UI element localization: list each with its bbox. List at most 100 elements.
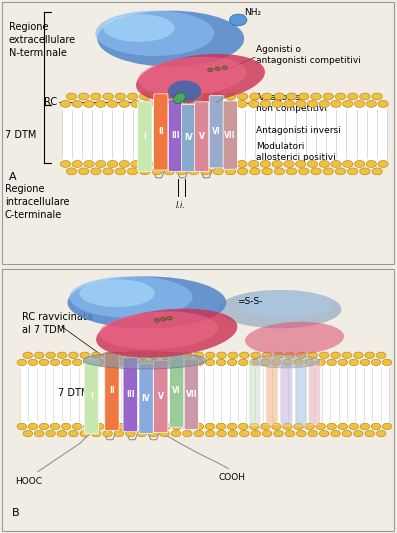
Circle shape (274, 431, 283, 437)
Circle shape (360, 423, 370, 430)
Circle shape (205, 352, 215, 358)
Circle shape (183, 423, 193, 430)
Circle shape (213, 168, 224, 175)
Text: III: III (171, 131, 180, 140)
Circle shape (285, 431, 295, 437)
Circle shape (319, 352, 329, 358)
Circle shape (176, 168, 187, 175)
Circle shape (172, 359, 181, 366)
Ellipse shape (96, 309, 237, 358)
Ellipse shape (218, 290, 341, 328)
Circle shape (286, 93, 297, 100)
Circle shape (272, 359, 281, 366)
Circle shape (143, 100, 153, 108)
Circle shape (140, 93, 150, 100)
Text: Antagonisti inversi: Antagonisti inversi (256, 126, 341, 135)
Circle shape (79, 168, 89, 175)
Circle shape (172, 423, 181, 430)
Ellipse shape (97, 11, 244, 67)
Circle shape (316, 359, 326, 366)
Circle shape (23, 431, 33, 437)
Circle shape (178, 100, 188, 108)
Circle shape (176, 93, 187, 100)
Text: II: II (158, 127, 164, 136)
Circle shape (128, 359, 137, 366)
Circle shape (72, 100, 83, 108)
Circle shape (382, 359, 392, 366)
Circle shape (183, 359, 193, 366)
Circle shape (297, 431, 306, 437)
Circle shape (140, 168, 150, 175)
Circle shape (272, 100, 282, 108)
Circle shape (50, 423, 60, 430)
Circle shape (103, 168, 113, 175)
Circle shape (189, 168, 199, 175)
Circle shape (331, 100, 341, 108)
Circle shape (183, 431, 192, 437)
Text: HOOC: HOOC (15, 477, 42, 486)
Circle shape (297, 352, 306, 358)
Circle shape (115, 93, 125, 100)
Circle shape (91, 352, 101, 358)
Circle shape (148, 431, 158, 437)
Circle shape (283, 423, 292, 430)
Circle shape (262, 352, 272, 358)
Circle shape (91, 431, 101, 437)
Circle shape (274, 352, 283, 358)
Circle shape (372, 168, 382, 175)
Circle shape (139, 359, 148, 366)
Circle shape (216, 423, 226, 430)
Circle shape (239, 359, 248, 366)
Bar (20, 362, 389, 426)
Circle shape (152, 168, 162, 175)
Circle shape (137, 431, 146, 437)
Circle shape (272, 160, 282, 167)
Circle shape (225, 100, 235, 108)
Text: A: A (9, 172, 16, 182)
Circle shape (262, 93, 272, 100)
Circle shape (154, 318, 160, 322)
Circle shape (227, 359, 237, 366)
Circle shape (205, 359, 215, 366)
Text: I: I (90, 392, 93, 401)
Circle shape (94, 423, 104, 430)
Circle shape (208, 68, 213, 71)
Circle shape (285, 352, 295, 358)
FancyBboxPatch shape (181, 104, 196, 172)
FancyBboxPatch shape (168, 99, 183, 171)
FancyBboxPatch shape (139, 364, 153, 433)
Circle shape (139, 423, 148, 430)
Circle shape (83, 359, 93, 366)
Circle shape (125, 352, 135, 358)
Circle shape (338, 423, 347, 430)
FancyBboxPatch shape (308, 360, 320, 424)
Circle shape (201, 168, 211, 175)
Circle shape (342, 431, 352, 437)
Circle shape (154, 160, 165, 167)
Text: V: V (158, 392, 164, 401)
Circle shape (166, 100, 177, 108)
Circle shape (17, 359, 27, 366)
Circle shape (343, 160, 353, 167)
Text: IV: IV (142, 394, 150, 403)
Circle shape (161, 423, 170, 430)
Circle shape (66, 93, 77, 100)
Ellipse shape (103, 14, 175, 42)
Circle shape (127, 168, 138, 175)
Circle shape (72, 160, 83, 167)
Circle shape (62, 423, 71, 430)
Circle shape (237, 93, 248, 100)
Circle shape (205, 423, 215, 430)
Ellipse shape (67, 276, 226, 328)
Circle shape (327, 359, 337, 366)
Circle shape (213, 93, 224, 100)
Circle shape (160, 317, 166, 321)
Circle shape (343, 100, 353, 108)
Circle shape (164, 93, 174, 100)
Text: VI: VI (172, 386, 181, 394)
Text: Antagonisti
non competitivi: Antagonisti non competitivi (256, 93, 327, 114)
Circle shape (183, 352, 192, 358)
Circle shape (194, 423, 204, 430)
Circle shape (127, 93, 138, 100)
Text: I: I (143, 132, 146, 141)
